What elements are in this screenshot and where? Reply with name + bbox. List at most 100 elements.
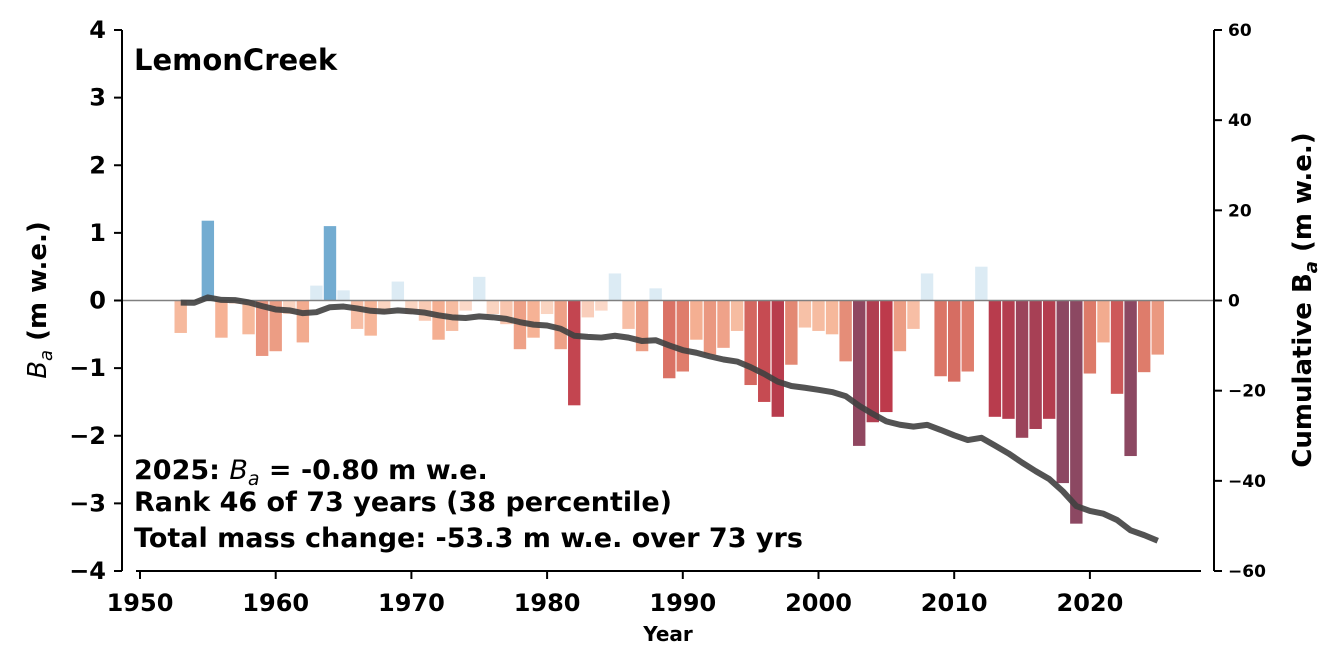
x-axis-ticks: 1950 1960 1970 1980 1990 2000 2010 2020 [107, 571, 1124, 617]
bar-1986 [622, 300, 635, 329]
left-tick-label: 3 [89, 84, 106, 112]
bar-1964 [323, 226, 337, 301]
bar-1969 [391, 281, 405, 301]
bar-1981 [554, 300, 567, 350]
bar-1982 [568, 300, 581, 406]
bar-1980 [540, 300, 554, 315]
left-tick-label: −3 [69, 489, 106, 517]
x-tick-label: 1990 [649, 589, 716, 617]
bar-1958 [242, 300, 255, 335]
right-tick-label: −60 [1228, 562, 1266, 582]
y2-axis-label: Cumulative Ba (m w.e.) [1288, 132, 1322, 467]
bar-2007 [907, 300, 920, 329]
bar-1956 [215, 300, 228, 338]
bar-1965 [337, 290, 350, 301]
right-tick-label: 40 [1228, 111, 1252, 131]
y-axis-label: Ba (m w.e.) [23, 221, 57, 379]
right-tick-label: 0 [1228, 292, 1240, 312]
bar-2009 [934, 300, 947, 377]
bar-1979 [527, 300, 540, 338]
x-tick-label: 2020 [1057, 589, 1124, 617]
cumulative-line [180, 294, 1159, 544]
bar-1953 [174, 300, 187, 333]
bar-2025 [1151, 300, 1164, 355]
x-tick-label: 1960 [242, 589, 309, 617]
bar-2001 [825, 300, 839, 335]
bar-2019 [1070, 300, 1083, 524]
bar-1989 [663, 300, 676, 379]
right-tick-label: −40 [1228, 472, 1266, 492]
bar-2000 [812, 300, 825, 331]
bars-group [174, 220, 1164, 524]
left-tick-label: 2 [89, 151, 106, 179]
bar-2005 [880, 300, 893, 413]
bar-2016 [1029, 300, 1042, 429]
chart-title: LemonCreek [134, 43, 338, 77]
left-tick-label: 0 [89, 287, 106, 315]
bar-2010 [948, 300, 961, 382]
bar-2014 [1002, 300, 1015, 419]
left-tick-label: −1 [69, 354, 106, 382]
bar-1974 [459, 300, 472, 311]
bar-1984 [595, 300, 608, 311]
bar-2015 [1015, 300, 1029, 438]
annotation-block: 2025: Ba = -0.80 m w.e. Rank 46 of 73 ye… [134, 455, 803, 554]
bar-1990 [676, 300, 689, 372]
x-tick-label: 2010 [921, 589, 988, 617]
annotation-line-2: Rank 46 of 73 years (38 percentile) [134, 487, 672, 518]
bar-2017 [1042, 300, 1056, 419]
bar-1993 [717, 300, 730, 348]
left-axis-ticks: 4 3 2 1 0 −1 −2 −3 −4 [69, 16, 122, 585]
right-axis-ticks: 60 40 20 0 −20 −40 −60 [1214, 21, 1266, 582]
right-tick-label: 60 [1228, 21, 1252, 41]
left-tick-label: −2 [69, 422, 106, 450]
bar-1997 [771, 300, 784, 417]
x-axis-label: Year [642, 622, 693, 646]
bar-1998 [785, 300, 798, 365]
bar-1988 [649, 288, 662, 301]
bar-2013 [988, 300, 1002, 417]
bar-1976 [486, 300, 500, 315]
bar-2024 [1137, 300, 1151, 373]
bar-1996 [758, 300, 771, 402]
bar-1966 [350, 300, 364, 329]
left-tick-label: 4 [89, 16, 106, 44]
bar-2002 [839, 300, 852, 362]
bar-1985 [608, 273, 622, 301]
bar-2004 [866, 300, 879, 423]
bar-1962 [296, 300, 310, 343]
x-tick-label: 1980 [514, 589, 581, 617]
left-tick-label: −4 [69, 557, 106, 585]
x-tick-label: 1950 [107, 589, 174, 617]
bar-1999 [798, 300, 812, 328]
left-tick-label: 1 [89, 219, 106, 247]
annotation-line-1: 2025: Ba = -0.80 m w.e. [134, 455, 488, 490]
bar-1992 [703, 300, 717, 355]
bar-2006 [893, 300, 907, 352]
bar-1975 [473, 276, 486, 301]
x-tick-label: 1970 [378, 589, 445, 617]
bar-2022 [1110, 300, 1124, 394]
bar-1983 [581, 300, 595, 318]
bar-1991 [690, 300, 703, 340]
bar-2008 [920, 273, 934, 301]
bar-1972 [432, 300, 445, 340]
bar-2012 [975, 266, 988, 301]
x-tick-label: 2000 [785, 589, 852, 617]
annotation-line-3: Total mass change: -53.3 m w.e. over 73 … [134, 523, 803, 554]
bar-1959 [255, 300, 269, 356]
bar-1967 [364, 300, 377, 336]
right-tick-label: −20 [1228, 382, 1266, 402]
bar-1960 [269, 300, 282, 352]
bar-2011 [961, 300, 974, 372]
bar-2023 [1124, 300, 1137, 457]
bar-1955 [201, 220, 215, 301]
bar-1994 [730, 300, 744, 331]
bar-2021 [1097, 300, 1110, 343]
bar-2020 [1083, 300, 1097, 374]
bar-2003 [853, 300, 866, 446]
bar-2018 [1056, 300, 1069, 484]
right-tick-label: 20 [1228, 201, 1252, 221]
bar-1963 [310, 285, 323, 301]
